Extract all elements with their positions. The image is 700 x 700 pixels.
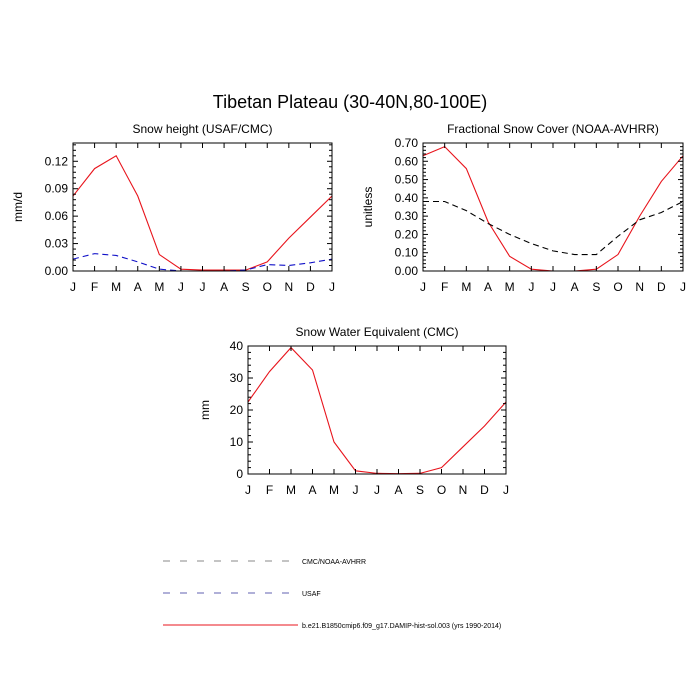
x-tick-label: N: [284, 280, 293, 294]
y-axis-label: unitless: [361, 187, 375, 228]
x-tick-label: D: [306, 280, 315, 294]
x-tick-label: J: [245, 483, 251, 497]
y-tick-label: 0.12: [45, 154, 69, 168]
legend-label: CMC/NOAA-AVHRR: [302, 559, 366, 566]
y-tick-label: 0.70: [395, 136, 419, 150]
y-tick-label: 40: [230, 339, 244, 353]
y-tick-label: 0.40: [395, 191, 419, 205]
y-tick-label: 0.00: [395, 264, 419, 278]
chart-title: Snow height (USAF/CMC): [132, 122, 272, 136]
plot-frame: [247, 345, 507, 475]
x-tick-label: M: [329, 483, 339, 497]
legend-label: USAF: [302, 591, 321, 598]
x-tick-label: J: [178, 280, 184, 294]
x-tick-label: M: [461, 280, 471, 294]
y-tick-label: 0: [236, 467, 243, 481]
x-tick-label: J: [353, 483, 359, 497]
x-tick-label: A: [484, 280, 492, 294]
x-tick-label: J: [329, 280, 335, 294]
x-tick-label: J: [550, 280, 556, 294]
x-tick-label: M: [286, 483, 296, 497]
x-tick-label: M: [111, 280, 121, 294]
x-tick-label: J: [70, 280, 76, 294]
y-tick-label: 0.60: [395, 154, 419, 168]
y-tick-label: 0.30: [395, 209, 419, 223]
chart-title: Snow Water Equivalent (CMC): [296, 325, 459, 339]
x-tick-label: J: [528, 280, 534, 294]
y-tick-label: 0.10: [395, 246, 419, 260]
y-tick-label: 0.50: [395, 173, 419, 187]
page-title: Tibetan Plateau (30-40N,80-100E): [213, 92, 488, 112]
x-tick-label: O: [263, 280, 272, 294]
x-tick-label: M: [505, 280, 515, 294]
x-tick-label: J: [200, 280, 206, 294]
x-tick-label: O: [613, 280, 622, 294]
y-tick-label: 10: [230, 435, 244, 449]
x-tick-label: N: [635, 280, 644, 294]
x-tick-label: O: [437, 483, 446, 497]
legend: CMC/NOAA-AVHRR USAF b.e21.B1850cmip6.f09…: [163, 559, 501, 630]
x-tick-label: S: [242, 280, 250, 294]
x-tick-label: N: [459, 483, 468, 497]
fractional-snow-cover-chart: Fractional Snow Cover (NOAA-AVHRR) unitl…: [361, 122, 686, 294]
legend-label: b.e21.B1850cmip6.f09_g17.DAMIP-hist-sol.…: [302, 623, 501, 630]
plot-frame: [72, 142, 333, 272]
x-tick-label: J: [680, 280, 686, 294]
x-tick-label: S: [592, 280, 600, 294]
x-tick-label: F: [91, 280, 98, 294]
legend-item-usaf: USAF: [163, 591, 321, 598]
legend-item-model: b.e21.B1850cmip6.f09_g17.DAMIP-hist-sol.…: [163, 623, 501, 630]
obs-series-line: [423, 200, 684, 256]
x-tick-label: J: [420, 280, 426, 294]
model-series-line: [247, 346, 507, 475]
y-axis-label: mm: [198, 400, 212, 420]
y-tick-label: 30: [230, 371, 244, 385]
model-series-line: [72, 155, 333, 271]
y-tick-label: 20: [230, 403, 244, 417]
y-tick-label: 0.09: [45, 182, 69, 196]
x-tick-label: F: [266, 483, 273, 497]
y-axis-label: mm/d: [11, 192, 25, 222]
x-tick-label: A: [308, 483, 316, 497]
x-tick-label: J: [503, 483, 509, 497]
x-tick-label: S: [416, 483, 424, 497]
x-tick-label: J: [374, 483, 380, 497]
y-tick-label: 0.06: [45, 209, 69, 223]
chart-title: Fractional Snow Cover (NOAA-AVHRR): [447, 122, 659, 136]
x-tick-label: M: [154, 280, 164, 294]
x-tick-label: F: [441, 280, 448, 294]
y-tick-label: 0.00: [45, 264, 69, 278]
x-tick-label: A: [571, 280, 579, 294]
x-tick-label: D: [657, 280, 666, 294]
y-tick-label: 0.20: [395, 227, 419, 241]
y-tick-label: 0.03: [45, 237, 69, 251]
x-tick-label: D: [480, 483, 489, 497]
x-tick-label: A: [134, 280, 142, 294]
legend-item-cmc: CMC/NOAA-AVHRR: [163, 559, 366, 566]
x-tick-label: A: [220, 280, 228, 294]
x-tick-label: A: [394, 483, 402, 497]
plot-frame: [422, 142, 684, 272]
